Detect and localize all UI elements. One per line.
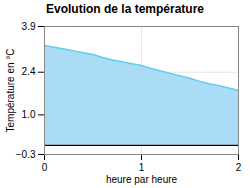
svg-text:3.9: 3.9 [22, 21, 36, 32]
html-text:Evolution de la température: Evolution de la température [46, 2, 204, 16]
svg-text:Température en °C: Température en °C [5, 48, 16, 132]
svg-text:0: 0 [42, 162, 48, 173]
svg-text:−0.3: −0.3 [16, 149, 36, 160]
svg-text:heure par heure: heure par heure [106, 174, 178, 185]
svg-text:1: 1 [139, 162, 145, 173]
svg-text:2.4: 2.4 [22, 66, 36, 77]
svg-text:1.0: 1.0 [22, 109, 36, 120]
svg-text:2: 2 [236, 162, 242, 173]
